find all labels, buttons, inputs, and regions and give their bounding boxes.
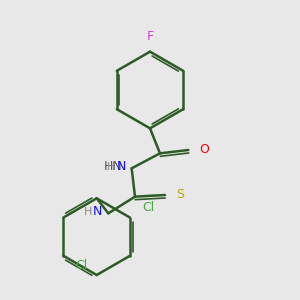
Text: H: H [83, 207, 92, 217]
Text: HN: HN [104, 160, 123, 173]
Text: Cl: Cl [142, 201, 154, 214]
Text: O: O [200, 143, 209, 157]
Text: S: S [176, 188, 184, 202]
Text: N: N [93, 205, 102, 218]
Text: N: N [116, 160, 126, 173]
Text: H: H [107, 162, 115, 172]
Text: Cl: Cl [76, 259, 88, 272]
Text: F: F [146, 30, 154, 43]
